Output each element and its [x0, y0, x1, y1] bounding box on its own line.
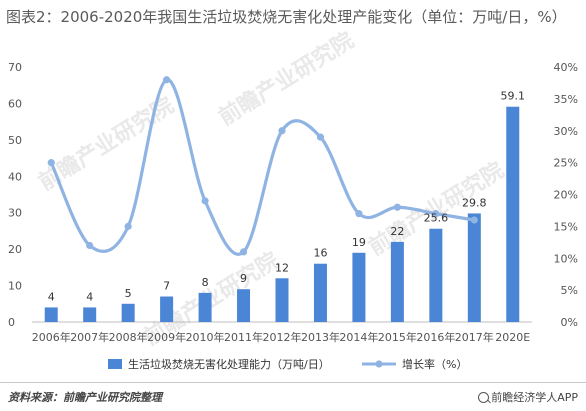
growth-line-point	[393, 203, 401, 211]
x-tick-label: 2016年	[416, 330, 455, 344]
growth-line-point	[124, 222, 132, 230]
growth-line-point	[163, 76, 171, 84]
y-left-tick-label: 40	[8, 170, 22, 183]
bar	[237, 289, 251, 322]
y-right-tick-label: 25%	[554, 157, 578, 170]
y-left-tick-label: 10	[8, 280, 22, 293]
legend-bar-label: 生活垃圾焚烧无害化处理能力（万吨/日）	[128, 357, 330, 371]
x-tick-label: 2010年	[186, 330, 225, 344]
x-tick-label: 2013年	[301, 330, 340, 344]
bar-value-label: 4	[48, 290, 55, 303]
bar-value-label: 16	[313, 247, 327, 260]
bar	[390, 241, 404, 322]
search-icon	[478, 391, 490, 403]
y-left-tick-label: 20	[8, 243, 22, 256]
bar	[83, 307, 97, 322]
bar-value-label: 29.8	[462, 196, 487, 209]
bar	[467, 213, 481, 322]
y-right-tick-label: 35%	[554, 93, 578, 106]
bar-value-label: 12	[275, 261, 289, 274]
bar	[121, 303, 135, 322]
y-left-tick-label: 30	[8, 207, 22, 220]
bars	[44, 106, 520, 322]
bar	[352, 252, 366, 322]
growth-line-point	[201, 197, 209, 205]
brand-label: 前瞻经济学人APP	[491, 391, 578, 404]
x-tick-label: 2011年	[224, 330, 263, 344]
chart-title: 图表2：2006-2020年我国生活垃圾焚烧无害化处理产能变化（单位：万吨/日，…	[6, 8, 567, 26]
bar	[160, 296, 174, 322]
x-tick-label: 2012年	[263, 330, 302, 344]
bar	[198, 292, 212, 322]
data-labels: 4 4 5 7 8 9 12 16 19 22 25.6 29.8 59.1	[48, 90, 525, 304]
y-right-tick-label: 15%	[554, 220, 578, 233]
bar-value-label: 22	[390, 225, 404, 238]
bar-value-label: 4	[86, 290, 93, 303]
watermark-text: 前瞻产业研究院	[214, 27, 358, 131]
bar	[429, 228, 443, 322]
legend-line-marker	[375, 360, 383, 368]
bar-value-label: 59.1	[501, 90, 526, 103]
growth-line-point	[470, 216, 478, 224]
growth-line-point	[86, 241, 94, 250]
legend[interactable]: 生活垃圾焚烧无害化处理能力（万吨/日） 增长率（%）	[108, 357, 467, 371]
growth-line	[47, 76, 478, 256]
growth-line-point	[239, 248, 248, 256]
x-tick-label: 2015年	[378, 330, 417, 344]
bar-value-label: 9	[240, 272, 247, 285]
bar	[506, 106, 520, 322]
x-tick-label: 2009年	[147, 330, 186, 344]
x-tick-label: 2020E	[495, 331, 530, 344]
y-right-tick-label: 0%	[561, 316, 578, 329]
growth-line-point	[316, 133, 325, 141]
y-left-tick-label: 0	[8, 316, 15, 329]
watermark-text: 前瞻产业研究院	[34, 92, 178, 196]
y-right-tick-label: 30%	[554, 125, 578, 138]
y-right-tick-label: 40%	[554, 61, 578, 74]
y-left-tick-label: 60	[8, 97, 22, 110]
growth-line-point	[47, 159, 55, 167]
x-tick-label: 2017年	[455, 330, 494, 344]
y-right-tick-label: 20%	[554, 189, 578, 202]
growth-line-point	[355, 210, 363, 218]
y-right-tick-label: 10%	[554, 252, 578, 265]
x-tick-label: 2006年	[32, 330, 71, 344]
bar-value-label: 25.6	[424, 212, 449, 225]
bar-value-label: 19	[352, 236, 366, 249]
footer-divider	[0, 382, 586, 383]
bar-value-label: 5	[125, 287, 132, 300]
legend-line-label: 增长率（%）	[402, 357, 467, 371]
y-left-tick-label: 70	[8, 61, 22, 74]
brand: 前瞻经济学人APP	[478, 389, 578, 405]
growth-line-point	[432, 210, 440, 218]
source-note: 资料来源：前瞻产业研究院整理	[8, 391, 162, 404]
y-left-tick-label: 50	[8, 134, 22, 147]
bar	[313, 263, 327, 322]
bar-value-label: 7	[163, 280, 170, 293]
growth-line-point	[278, 127, 286, 135]
bar-value-label: 8	[202, 276, 209, 289]
x-tick-label: 2007年	[70, 330, 109, 344]
legend-bar-swatch	[108, 359, 122, 369]
y-right-tick-label: 5%	[561, 284, 578, 297]
x-tick-label: 2008年	[109, 330, 148, 344]
x-tick-label: 2014年	[339, 330, 378, 344]
axes: 0 10 20 30 40 50 60 70 0% 5% 10% 15% 20% 25% 30% 35% 40%…	[8, 61, 578, 344]
bar	[44, 307, 58, 322]
bar	[275, 278, 289, 322]
